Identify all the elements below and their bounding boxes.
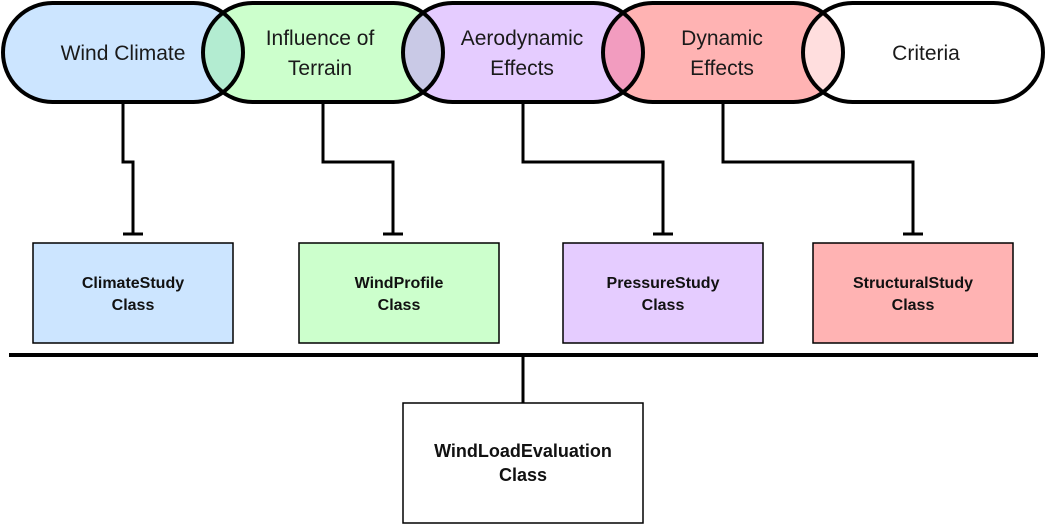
connector-wind-profile xyxy=(321,102,395,234)
pressure-study-class-box xyxy=(562,242,764,344)
climate-study-class-box xyxy=(32,242,234,344)
structural-study-class-line2: Class xyxy=(892,297,935,314)
structural-study-class-box xyxy=(812,242,1014,344)
wind-load-evaluation-class-line2: Class xyxy=(499,465,547,485)
structural-study-class-line1: StructuralStudy xyxy=(853,275,973,292)
pill-wind-climate-label: Wind Climate xyxy=(61,42,186,65)
pill-aerodynamic xyxy=(403,3,643,102)
pill-dynamic-label-line1: Dynamic xyxy=(681,27,763,50)
wind-load-evaluation-class-box xyxy=(402,402,644,524)
wind-profile-class-box xyxy=(298,242,500,344)
pill-terrain xyxy=(203,3,443,102)
pill-dynamic xyxy=(603,3,843,102)
pill-criteria-label: Criteria xyxy=(892,42,960,65)
climate-study-class-line1: ClimateStudy xyxy=(82,275,184,292)
pill-wind-climate xyxy=(3,3,243,102)
pill-terrain-label-line1: Influence of xyxy=(266,27,375,50)
pressure-study-class-line1: PressureStudy xyxy=(607,275,720,292)
pill-aerodynamic-label-line2: Effects xyxy=(490,57,554,80)
climate-study-class-line2: Class xyxy=(112,297,155,314)
pill-criteria xyxy=(803,3,1043,102)
connector-climate xyxy=(121,102,135,234)
pill-criteria-outline xyxy=(801,1,1045,104)
connector-structural xyxy=(721,102,915,234)
wind-profile-class-line2: Class xyxy=(378,297,421,314)
wind-load-evaluation-class-line1: WindLoadEvaluation xyxy=(434,441,612,461)
pill-terrain-label-line2: Terrain xyxy=(288,57,352,80)
connector-pressure xyxy=(521,102,665,234)
pressure-study-class-line2: Class xyxy=(642,297,685,314)
pill-dynamic-label-line2: Effects xyxy=(690,57,754,80)
wind-profile-class-line1: WindProfile xyxy=(355,275,444,292)
pill-aerodynamic-label-line1: Aerodynamic xyxy=(461,27,584,50)
